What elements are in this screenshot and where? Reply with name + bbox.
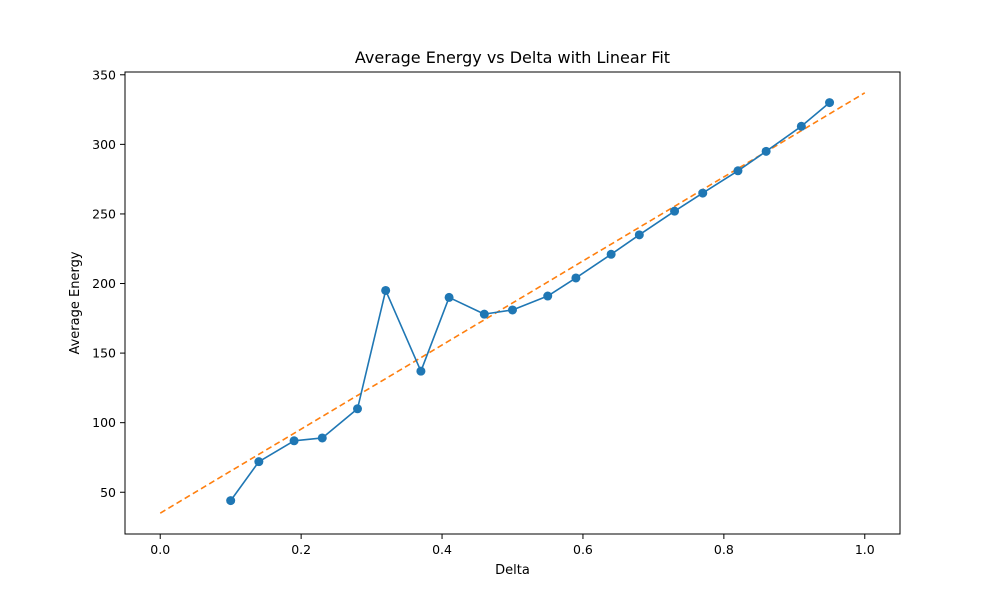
- fit-line: [159, 92, 866, 514]
- x-tick-label: 0.6: [573, 542, 593, 557]
- data-point: [606, 249, 616, 259]
- data-point: [416, 366, 426, 376]
- x-tick-label: 0.8: [714, 542, 734, 557]
- plot-frame: [124, 71, 901, 535]
- chart-title: Average Energy vs Delta with Linear Fit: [355, 48, 670, 67]
- data-point: [571, 273, 581, 283]
- y-tick-label: 150: [92, 346, 116, 361]
- data-point: [733, 166, 743, 176]
- data-point: [698, 188, 708, 198]
- data-point: [479, 309, 489, 319]
- data-point: [825, 98, 835, 108]
- x-axis-ticks: 0.0 0.2 0.4 0.6 0.8 1.0: [150, 534, 875, 557]
- data-point: [634, 230, 644, 240]
- data-point: [761, 146, 771, 156]
- x-tick-label: 0.2: [291, 542, 311, 557]
- data-point: [226, 496, 236, 506]
- data-point: [317, 433, 327, 443]
- data-point: [796, 121, 806, 131]
- data-point: [444, 292, 454, 302]
- x-axis-title: Delta: [495, 563, 530, 578]
- data-point: [508, 305, 517, 315]
- y-tick-label: 50: [100, 485, 116, 500]
- x-tick-label: 0.0: [150, 542, 170, 557]
- data-point: [670, 206, 680, 216]
- data-point: [543, 291, 553, 301]
- y-tick-label: 250: [92, 206, 116, 221]
- fit-layer: [159, 92, 866, 514]
- y-tick-label: 200: [92, 276, 116, 291]
- data-point: [289, 436, 299, 446]
- series-layer: [226, 98, 835, 506]
- x-tick-label: 0.4: [432, 542, 452, 557]
- y-axis-title: Average Energy: [68, 251, 83, 354]
- data-point: [254, 457, 264, 467]
- series-line: [230, 101, 831, 502]
- y-axis-ticks: 50 100 150 200 250 300 350: [92, 67, 125, 500]
- x-tick-label: 1.0: [855, 542, 875, 557]
- y-tick-label: 350: [92, 67, 116, 82]
- y-tick-label: 100: [92, 415, 116, 430]
- y-tick-label: 300: [92, 137, 116, 152]
- data-point: [353, 404, 362, 414]
- data-point: [381, 285, 391, 295]
